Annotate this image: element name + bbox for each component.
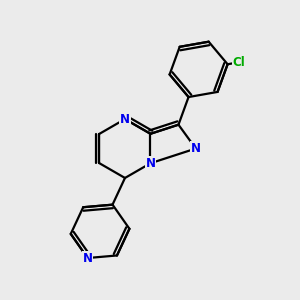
Text: N: N <box>146 157 155 170</box>
Text: N: N <box>191 142 201 155</box>
Text: N: N <box>82 251 93 265</box>
Text: N: N <box>120 112 130 126</box>
Text: Cl: Cl <box>233 56 246 69</box>
